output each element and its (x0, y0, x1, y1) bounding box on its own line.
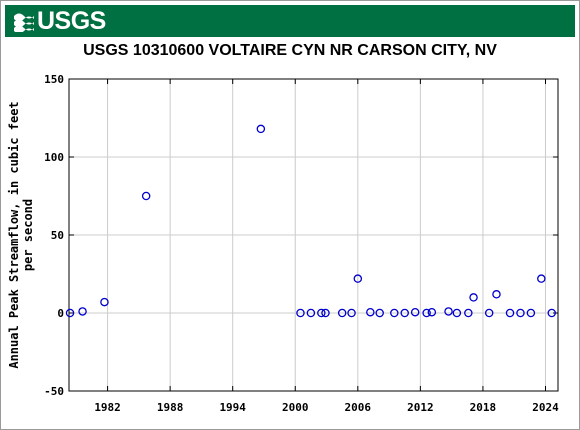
y-tick-label--50: -50 (44, 385, 64, 398)
data-point-11 (353, 274, 363, 283)
data-point-17 (422, 308, 431, 318)
data-point-15 (400, 308, 409, 318)
data-point-9 (337, 308, 347, 318)
data-point-5 (296, 308, 305, 318)
data-point-22 (469, 293, 478, 302)
x-tick-label-2012: 2012 (407, 401, 434, 414)
x-tick-label-1982: 1982 (94, 401, 121, 414)
y-axis-label-line-2: per second (21, 199, 35, 271)
data-points (65, 124, 556, 318)
grid-lines (69, 78, 558, 392)
data-point-10 (347, 308, 356, 318)
data-point-4 (256, 124, 266, 134)
chart-title: USGS 10310600 VOLTAIRE CYN NR CARSON CIT… (83, 42, 497, 59)
data-point-6 (306, 308, 316, 318)
usgs-logo[interactable]: USGS (13, 8, 106, 34)
y-tick-label-100: 100 (44, 151, 64, 164)
data-point-24 (492, 290, 501, 299)
x-tick-label-1994: 1994 (219, 401, 246, 414)
data-point-7 (317, 308, 326, 318)
usgs-logo-text: USGS (37, 7, 106, 35)
x-tick-label-1988: 1988 (157, 401, 184, 414)
data-point-8 (321, 308, 330, 318)
data-point-26 (516, 308, 525, 318)
data-point-12 (366, 307, 375, 317)
data-point-20 (452, 308, 462, 318)
data-point-13 (375, 308, 384, 318)
data-point-29 (547, 308, 556, 318)
data-point-3 (141, 191, 151, 201)
usgs-banner: USGS (5, 5, 575, 37)
data-point-27 (526, 308, 536, 318)
data-point-25 (505, 308, 515, 318)
data-point-28 (537, 274, 546, 283)
data-point-23 (484, 308, 494, 318)
data-point-0 (65, 308, 75, 318)
y-tick-label-150: 150 (44, 73, 64, 86)
data-point-21 (464, 308, 473, 318)
axis-ticks: 1982 1988 1994 2000 2006 2012 2018 2024 -50 0 50 10… (44, 73, 559, 414)
y-tick-label-50: 50 (51, 229, 64, 242)
data-point-16 (410, 307, 420, 317)
y-axis-label-line-1: Annual Peak Streamflow, in cubic feet (7, 101, 21, 368)
y-tick-label-0: 0 (57, 307, 64, 320)
x-tick-label-2018: 2018 (470, 401, 497, 414)
x-tick-label-2006: 2006 (345, 401, 372, 414)
data-point-18 (427, 307, 437, 317)
data-point-1 (78, 307, 87, 316)
usgs-wave-icon (14, 13, 34, 32)
x-tick-label-2024: 2024 (532, 401, 559, 414)
data-point-2 (100, 297, 109, 307)
data-point-14 (390, 308, 399, 318)
x-tick-label-2000: 2000 (282, 401, 309, 414)
data-point-19 (444, 307, 453, 316)
